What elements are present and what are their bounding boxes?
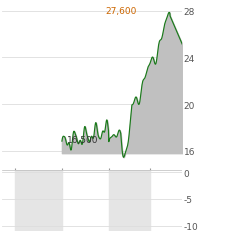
Bar [108,170,150,231]
Text: 27,600: 27,600 [105,7,136,16]
Text: 16,500: 16,500 [67,135,99,144]
Bar [15,170,62,231]
